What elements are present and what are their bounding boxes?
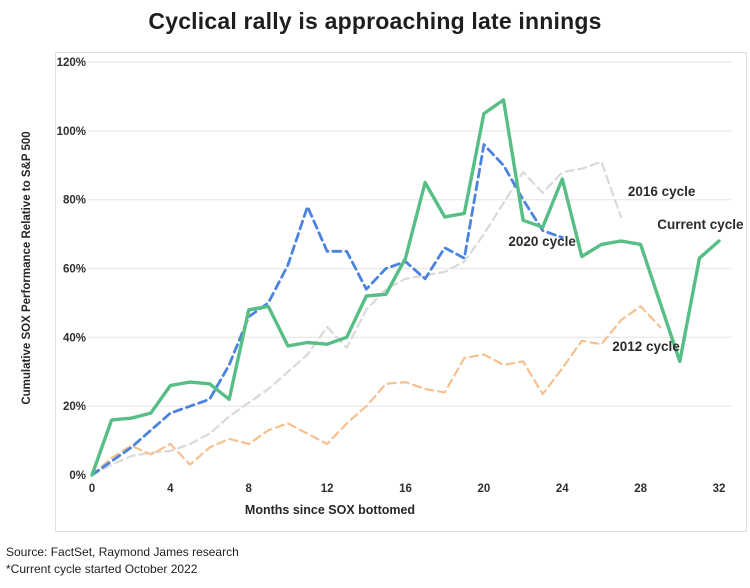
x-tick-label-28: 28 bbox=[634, 483, 647, 495]
annotation-2020-cycle: 2020 cycle bbox=[508, 234, 576, 249]
annotation-current-cycle: Current cycle bbox=[657, 217, 744, 232]
y-axis-title: Cumulative SOX Performance Relative to S… bbox=[21, 131, 33, 404]
y-tick-label-120: 120% bbox=[57, 57, 86, 69]
annotation-2012-cycle: 2012 cycle bbox=[612, 339, 680, 354]
y-tick-label-40: 40% bbox=[63, 332, 86, 344]
y-tick-label-80: 80% bbox=[63, 195, 86, 207]
annotation-2016-cycle: 2016 cycle bbox=[628, 184, 696, 199]
source-note: Source: FactSet, Raymond James research bbox=[6, 545, 239, 559]
x-tick-label-20: 20 bbox=[477, 483, 490, 495]
chart-title: Cyclical rally is approaching late innin… bbox=[148, 8, 602, 34]
series-line-2020-cycle bbox=[90, 143, 564, 477]
y-tick-label-60: 60% bbox=[63, 264, 86, 276]
series-line-2016-cycle bbox=[90, 160, 623, 477]
y-tick-label-100: 100% bbox=[57, 126, 86, 138]
x-tick-label-4: 4 bbox=[167, 483, 174, 495]
y-tick-label-0: 0% bbox=[69, 470, 86, 482]
series-line-2012-cycle bbox=[90, 305, 662, 477]
x-axis-title: Months since SOX bottomed bbox=[245, 503, 415, 517]
x-tick-label-0: 0 bbox=[89, 483, 95, 495]
x-tick-label-12: 12 bbox=[321, 483, 334, 495]
x-tick-label-16: 16 bbox=[399, 483, 412, 495]
chart-frame bbox=[55, 52, 747, 532]
x-tick-label-32: 32 bbox=[713, 483, 726, 495]
x-tick-label-24: 24 bbox=[556, 483, 569, 495]
chart-footer: Source: FactSet, Raymond James research … bbox=[6, 544, 239, 578]
x-tick-label-8: 8 bbox=[246, 483, 253, 495]
y-tick-label-20: 20% bbox=[63, 401, 86, 413]
series-line-current-cycle bbox=[90, 98, 721, 477]
footnote-current-cycle: *Current cycle started October 2022 bbox=[6, 562, 198, 576]
chart-page: Cyclical rally is approaching late innin… bbox=[0, 8, 750, 576]
line-chart: 0% 20% 40% 60% 80% 100% 120% 0 4 8 12 16 20 24 28 32 Cum… bbox=[21, 52, 747, 532]
